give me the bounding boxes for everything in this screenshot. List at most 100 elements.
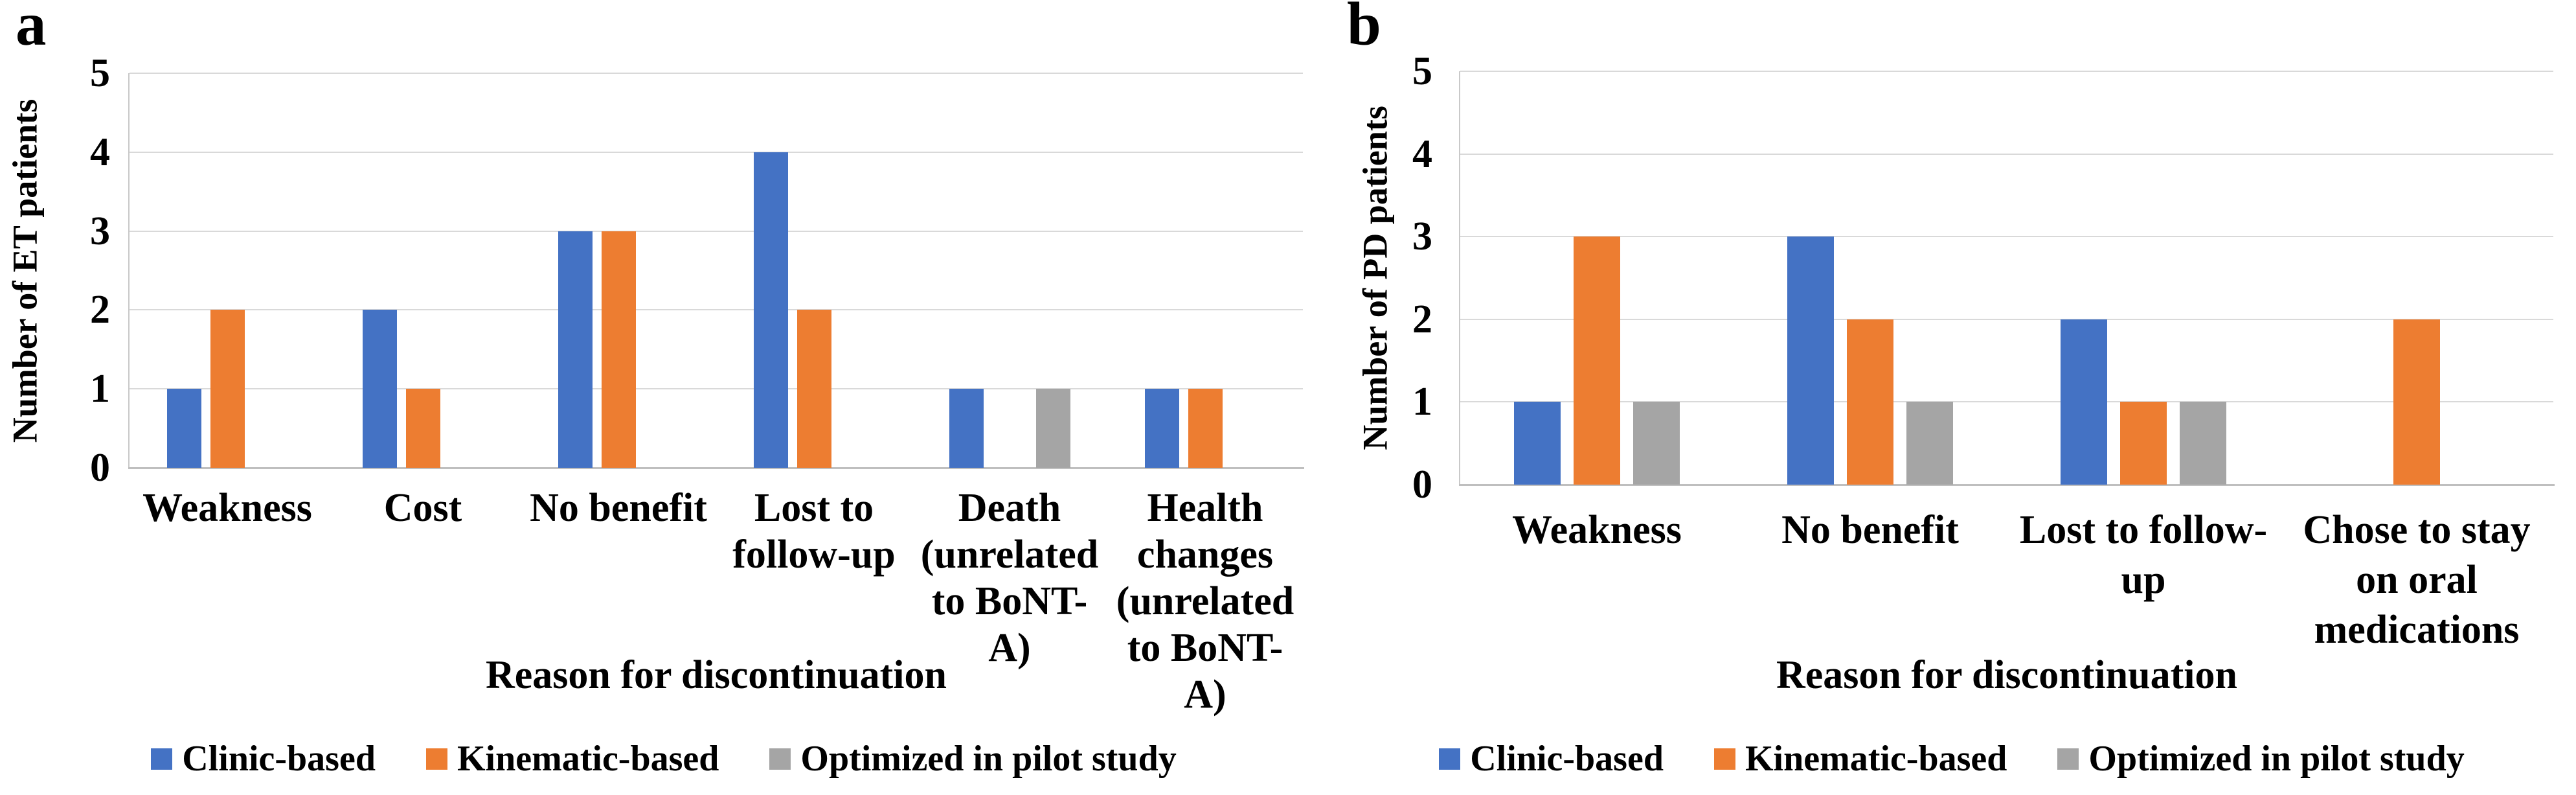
bar-kinematic-based-health-changes-unrelated-to-bont-a bbox=[1188, 389, 1223, 468]
legend-marker-kinematic-based bbox=[1713, 748, 1735, 770]
x-category-label-line-1: Lost to follow- bbox=[2019, 508, 2268, 552]
legend-label-clinic-based: Clinic-based bbox=[1470, 739, 1664, 779]
x-category-label-line-1: Cost bbox=[383, 486, 462, 530]
x-category-label-line-3: (unrelated bbox=[1116, 579, 1294, 623]
x-category-label-cost: Cost bbox=[325, 485, 521, 531]
x-category-label-weakness: Weakness bbox=[130, 485, 325, 531]
bar-optimized-in-pilot-study-no-benefit bbox=[1906, 402, 1953, 485]
x-category-label-lost-to-follow-up: Lost to follow-up bbox=[2007, 505, 2280, 605]
x-category-label-health-changes-unrelated-to-bont-a: Health changes (unrelated to BoNT-A) bbox=[1107, 485, 1303, 718]
y-tick-label-4: 4 bbox=[90, 130, 110, 174]
x-category-label-line-2: on oral bbox=[2356, 558, 2478, 602]
bar-optimized-in-pilot-study-death-unrelated-to-bont-a bbox=[1035, 389, 1070, 468]
x-category-label-weakness: Weakness bbox=[1460, 505, 1734, 555]
x-category-label-line-1: No benefit bbox=[530, 486, 707, 530]
legend-item-clinic-based: Clinic-based bbox=[1439, 736, 1664, 781]
bar-clinic-based-cost bbox=[362, 310, 397, 468]
bar-clinic-based-health-changes-unrelated-to-bont-a bbox=[1144, 389, 1179, 468]
panel-label-b: b bbox=[1347, 0, 1381, 58]
x-category-label-line-2: follow-up bbox=[732, 533, 896, 577]
bar-kinematic-based-weakness bbox=[1574, 236, 1620, 485]
legend-a: Clinic-based Kinematic-based Optimized in … bbox=[0, 736, 1328, 781]
x-axis-baseline bbox=[128, 467, 1304, 469]
x-category-label-line-3: to BoNT-A) bbox=[931, 579, 1088, 670]
gridline-y-3 bbox=[130, 230, 1303, 232]
bar-clinic-based-weakness bbox=[166, 389, 201, 468]
x-axis-title-a: Reason for discontinuation bbox=[486, 653, 947, 697]
x-axis-baseline bbox=[1459, 484, 2555, 486]
y-tick-label-1: 1 bbox=[1412, 380, 1432, 424]
legend-marker-kinematic-based bbox=[425, 748, 447, 770]
bar-clinic-based-lost-to-follow-up bbox=[753, 152, 788, 468]
plot-area-b bbox=[1459, 71, 2555, 486]
legend-label-clinic-based: Clinic-based bbox=[182, 739, 376, 779]
x-category-label-line-1: Health bbox=[1147, 486, 1263, 530]
y-tick-label-0: 0 bbox=[90, 446, 110, 490]
legend-item-kinematic-based: Kinematic-based bbox=[425, 736, 719, 781]
y-axis-line bbox=[1459, 71, 1460, 485]
legend-b: Clinic-based Kinematic-based Optimized in … bbox=[1328, 736, 2576, 781]
gridline-y-1 bbox=[1460, 401, 2553, 403]
bar-optimized-in-pilot-study-weakness bbox=[1633, 402, 1680, 485]
x-category-label-chose-to-stay-on-oral-medications: Chose to stay on oral medications bbox=[2280, 505, 2553, 655]
legend-item-kinematic-based: Kinematic-based bbox=[1713, 736, 2007, 781]
legend-marker-clinic-based bbox=[1439, 748, 1461, 770]
bar-kinematic-based-chose-to-stay-on-oral-medications bbox=[2393, 319, 2440, 485]
bar-optimized-in-pilot-study-lost-to-follow-up bbox=[2180, 402, 2226, 485]
x-category-label-line-4: to BoNT-A) bbox=[1127, 626, 1283, 717]
x-category-label-line-1: Chose to stay bbox=[2303, 508, 2531, 552]
y-tick-label-2: 2 bbox=[1412, 297, 1432, 341]
panel-label-a: a bbox=[16, 0, 47, 58]
x-category-label-line-2: up bbox=[2121, 558, 2166, 602]
legend-marker-optimized-in-pilot-study bbox=[769, 748, 791, 770]
plot-area-a bbox=[128, 73, 1304, 469]
x-category-label-line-2: (unrelated bbox=[920, 533, 1099, 577]
gridline-y-4 bbox=[130, 151, 1303, 153]
legend-label-optimized-in-pilot-study: Optimized in pilot study bbox=[800, 739, 1177, 779]
legend-label-kinematic-based: Kinematic-based bbox=[457, 739, 719, 779]
y-tick-label-3: 3 bbox=[90, 209, 110, 253]
gridline-y-2 bbox=[1460, 318, 2553, 320]
legend-marker-clinic-based bbox=[151, 748, 173, 770]
y-tick-label-4: 4 bbox=[1412, 132, 1432, 176]
bar-kinematic-based-no-benefit bbox=[601, 231, 636, 468]
x-category-label-no-benefit: No benefit bbox=[1734, 505, 2007, 555]
gridline-y-1 bbox=[130, 388, 1303, 390]
legend-item-optimized-in-pilot-study: Optimized in pilot study bbox=[2057, 736, 2465, 781]
bar-clinic-based-no-benefit bbox=[1787, 236, 1834, 485]
x-axis-title-b: Reason for discontinuation bbox=[1776, 653, 2237, 697]
bar-kinematic-based-lost-to-follow-up bbox=[797, 310, 831, 468]
x-category-label-line-3: medications bbox=[2314, 608, 2520, 652]
bar-clinic-based-no-benefit bbox=[558, 231, 593, 468]
bar-clinic-based-weakness bbox=[1514, 402, 1561, 485]
gridline-y-5 bbox=[130, 73, 1303, 74]
legend-item-optimized-in-pilot-study: Optimized in pilot study bbox=[769, 736, 1177, 781]
legend-label-optimized-in-pilot-study: Optimized in pilot study bbox=[2088, 739, 2465, 779]
x-category-label-line-1: Death bbox=[958, 486, 1061, 530]
gridline-y-4 bbox=[1460, 153, 2553, 155]
x-category-label-line-1: Weakness bbox=[1512, 508, 1682, 552]
bar-kinematic-based-no-benefit bbox=[1847, 319, 1893, 485]
bar-kinematic-based-lost-to-follow-up bbox=[2120, 402, 2167, 485]
y-tick-label-5: 5 bbox=[90, 51, 110, 95]
x-category-label-death-unrelated-to-bont-a: Death (unrelated to BoNT-A) bbox=[912, 485, 1107, 671]
gridline-y-2 bbox=[130, 309, 1303, 311]
gridline-y-5 bbox=[1460, 71, 2553, 72]
legend-marker-optimized-in-pilot-study bbox=[2057, 748, 2079, 770]
y-axis-line bbox=[128, 73, 130, 468]
bar-kinematic-based-weakness bbox=[210, 310, 245, 468]
legend-label-kinematic-based: Kinematic-based bbox=[1745, 739, 2007, 779]
x-category-label-line-1: Weakness bbox=[142, 486, 312, 530]
y-tick-label-3: 3 bbox=[1412, 214, 1432, 259]
bar-clinic-based-death-unrelated-to-bont-a bbox=[949, 389, 984, 468]
y-tick-label-2: 2 bbox=[90, 288, 110, 332]
bar-kinematic-based-cost bbox=[405, 389, 440, 468]
x-category-label-line-2: changes bbox=[1136, 533, 1274, 577]
x-category-label-no-benefit: No benefit bbox=[521, 485, 716, 531]
x-category-label-line-1: Lost to bbox=[754, 486, 874, 530]
bar-clinic-based-lost-to-follow-up bbox=[2061, 319, 2107, 485]
legend-item-clinic-based: Clinic-based bbox=[151, 736, 376, 781]
